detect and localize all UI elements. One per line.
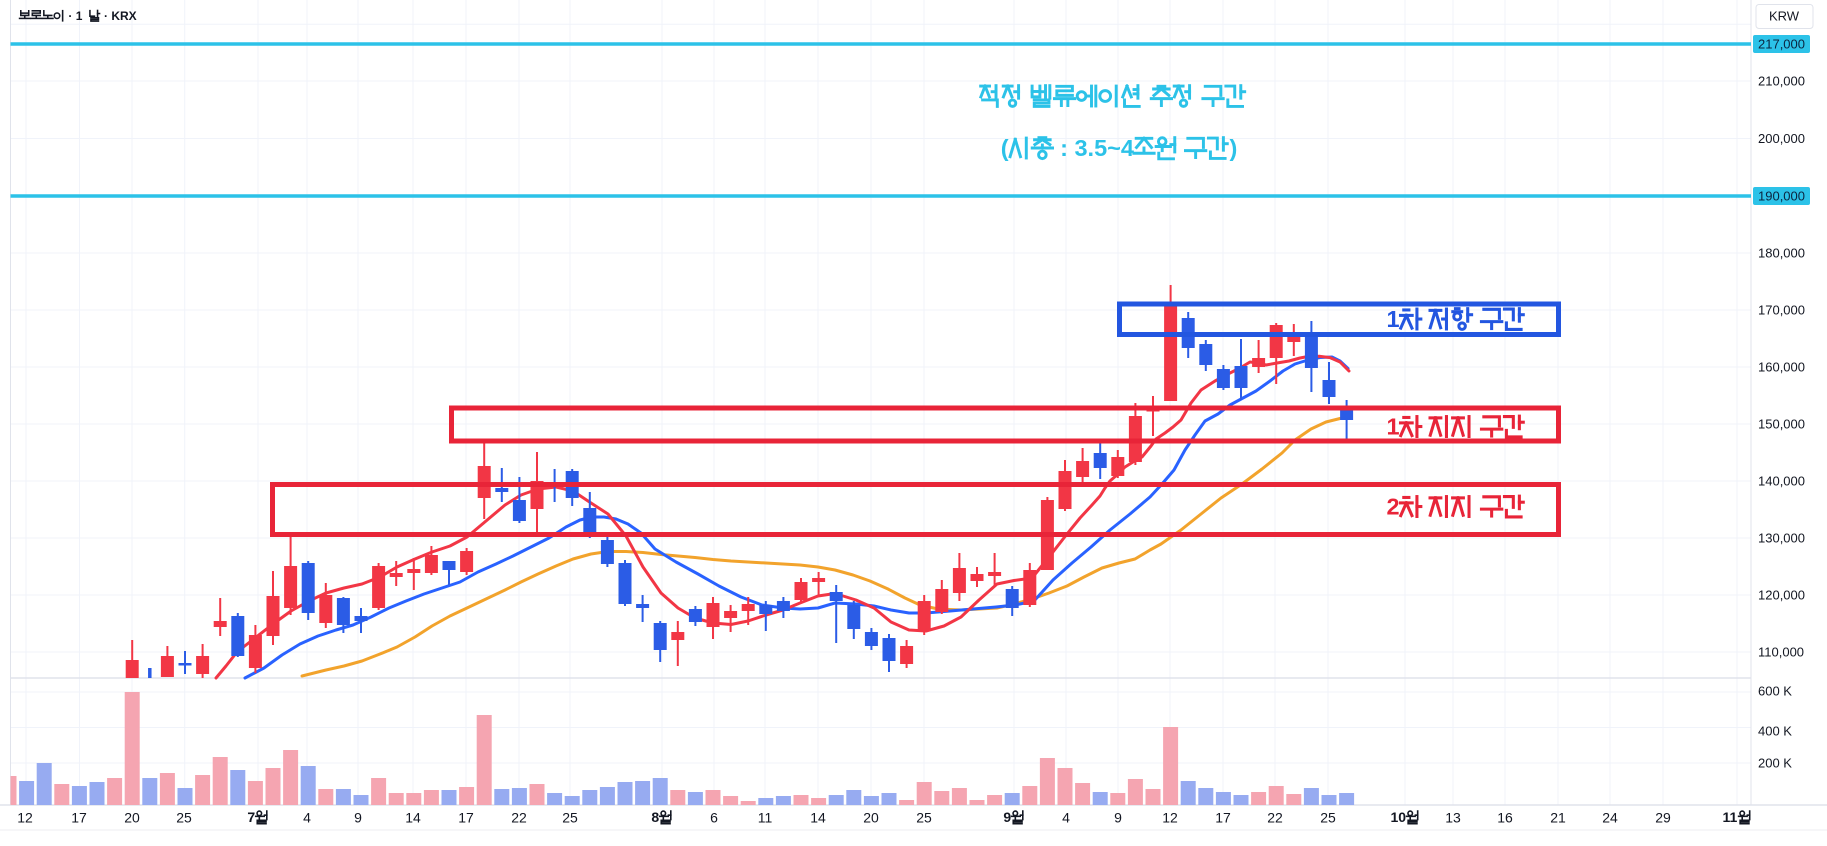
svg-text:600 K: 600 K [1758,684,1792,699]
svg-text:): ) [1230,135,1238,161]
svg-text:· KRX: · KRX [101,9,137,23]
svg-text:1: 1 [1387,306,1400,332]
svg-text:25: 25 [916,810,932,826]
svg-text:11: 11 [758,810,773,826]
svg-text:· 1: · 1 [65,9,83,23]
svg-text:110,000: 110,000 [1758,645,1804,660]
svg-text:22: 22 [511,810,527,826]
svg-text:2: 2 [1387,494,1400,520]
svg-text:12: 12 [1162,810,1178,826]
svg-text:4: 4 [1062,810,1070,826]
svg-text:140,000: 140,000 [1758,474,1805,489]
svg-text:130,000: 130,000 [1758,531,1805,546]
svg-text:11: 11 [1723,809,1738,825]
svg-text:14: 14 [810,810,826,826]
svg-text:21: 21 [1550,810,1566,826]
svg-text:160,000: 160,000 [1758,360,1805,375]
svg-text:13: 13 [1445,810,1461,826]
svg-text:150,000: 150,000 [1758,417,1805,432]
svg-text:200,000: 200,000 [1758,131,1805,146]
svg-text:22: 22 [1267,810,1283,826]
svg-text:25: 25 [1320,810,1336,826]
svg-text:KRW: KRW [1769,9,1800,24]
svg-text:25: 25 [562,810,578,826]
svg-text:7: 7 [247,809,255,825]
svg-text:190,000: 190,000 [1758,189,1805,204]
svg-text:170,000: 170,000 [1758,303,1805,318]
svg-text:200 K: 200 K [1758,756,1792,771]
svg-text:20: 20 [124,810,140,826]
svg-text:16: 16 [1497,810,1513,826]
svg-text:210,000: 210,000 [1758,74,1805,89]
svg-text:9: 9 [1003,809,1011,825]
svg-text:4: 4 [303,810,311,826]
svg-text:17: 17 [458,810,474,826]
svg-text:9: 9 [354,810,362,826]
svg-text:6: 6 [710,810,718,826]
svg-text:29: 29 [1655,810,1671,826]
svg-text:: 3.5~4: : 3.5~4 [1054,135,1134,161]
svg-text:17: 17 [1215,810,1231,826]
svg-text:9: 9 [1114,810,1122,826]
svg-text:17: 17 [71,810,87,826]
svg-text:120,000: 120,000 [1758,588,1805,603]
svg-text:180,000: 180,000 [1758,246,1805,261]
svg-text:217,000: 217,000 [1758,37,1805,52]
svg-text:20: 20 [863,810,879,826]
svg-text:12: 12 [17,810,33,826]
svg-text:24: 24 [1602,810,1618,826]
svg-text:8: 8 [651,809,659,825]
svg-text:10: 10 [1391,809,1407,825]
svg-text:400 K: 400 K [1758,724,1792,739]
svg-text:(: ( [1001,135,1009,161]
svg-text:25: 25 [176,810,192,826]
svg-text:14: 14 [405,810,421,826]
svg-text:1: 1 [1387,414,1400,440]
